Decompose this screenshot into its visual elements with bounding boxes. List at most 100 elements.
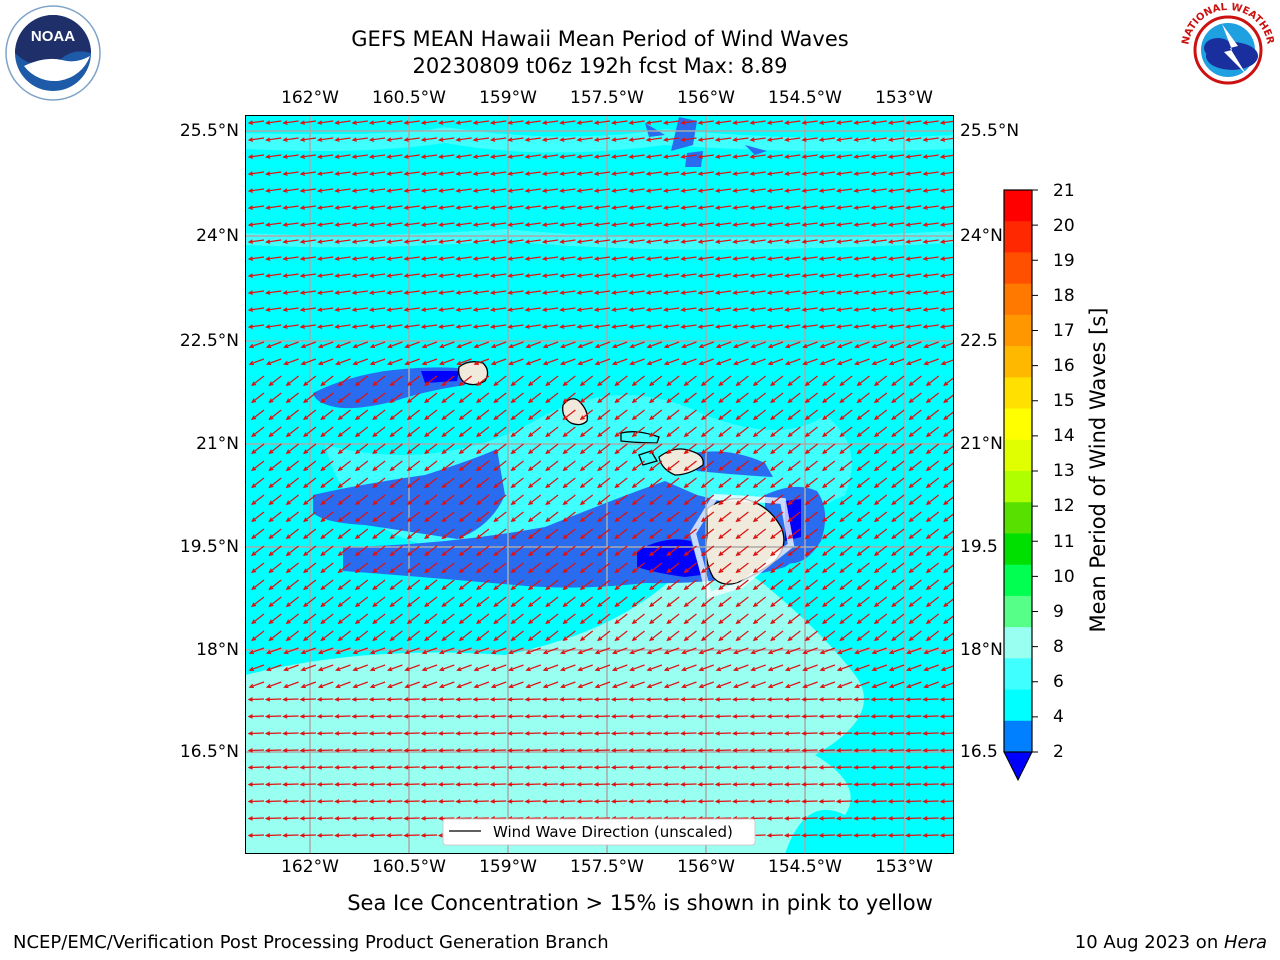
wind-arrow [318, 273, 334, 277]
wind-arrow-head [697, 120, 703, 125]
wind-arrow [681, 239, 697, 243]
wind-arrow-head [507, 697, 513, 702]
wind-arrow [560, 188, 576, 192]
wind-arrow-head [247, 205, 254, 210]
wind-arrow-head [455, 273, 461, 278]
wind-arrow-head [628, 154, 634, 159]
wind-arrow [837, 205, 853, 209]
wind-arrow [612, 290, 628, 294]
wind-arrow [684, 375, 697, 386]
wind-arrow-head [247, 290, 254, 295]
wind-arrow [249, 273, 265, 277]
wind-arrow [563, 528, 576, 539]
wind-arrow [249, 205, 265, 209]
wind-arrow [560, 800, 576, 803]
wind-arrow [321, 596, 334, 607]
wind-arrow [667, 460, 680, 471]
wind-arrow-head [735, 432, 741, 438]
wind-arrow [370, 324, 386, 328]
wind-arrow-head [939, 816, 945, 821]
wind-arrow-head [908, 483, 914, 489]
wind-arrow [667, 596, 680, 607]
wind-arrow-head [316, 697, 323, 702]
wind-arrow [819, 800, 835, 803]
lon-label-top: 153°W [875, 88, 933, 108]
wind-arrow [837, 817, 853, 820]
wind-arrow [266, 834, 282, 837]
wind-arrow-head [493, 432, 499, 438]
wind-arrow [442, 409, 455, 420]
wind-arrow [370, 732, 386, 735]
wind-arrow [597, 477, 611, 488]
wind-arrow [251, 596, 265, 607]
wind-arrow-head [715, 649, 722, 655]
wind-arrow-head [925, 568, 931, 574]
wind-arrow [733, 732, 749, 735]
wind-arrow-head [818, 256, 825, 261]
wind-arrow-head [424, 466, 430, 472]
wind-arrow-head [389, 415, 395, 421]
wind-arrow-head [718, 381, 724, 387]
wind-arrow-head [839, 483, 845, 489]
wind-arrow [716, 256, 732, 260]
wind-arrow [629, 188, 645, 192]
wind-arrow [300, 766, 316, 769]
wind-arrow-head [404, 649, 410, 655]
wind-arrow [459, 596, 472, 607]
wind-arrow [698, 205, 714, 209]
wind-arrow [563, 511, 576, 522]
wind-arrow [249, 120, 265, 124]
wind-arrow [508, 817, 524, 820]
wind-arrow [424, 477, 438, 488]
wind-arrow [563, 545, 576, 556]
wind-arrow [646, 154, 662, 158]
wind-arrow-head [905, 154, 911, 159]
wind-arrow [909, 409, 922, 420]
wind-arrow-head [749, 290, 755, 295]
wind-arrow [753, 460, 767, 471]
wind-arrow-head [251, 381, 257, 387]
wind-arrow [526, 647, 542, 654]
wind-arrow [612, 324, 628, 328]
wind-arrow-head [593, 748, 599, 753]
wind-arrow [819, 732, 835, 735]
wind-arrow [577, 188, 593, 192]
wind-arrow [508, 256, 524, 260]
wind-arrow-head [579, 619, 585, 625]
wind-arrow-head [458, 466, 464, 472]
wind-arrow-head [749, 222, 755, 227]
wind-arrow [456, 290, 472, 294]
wind-arrow-head [354, 432, 361, 438]
wind-arrow-head [839, 551, 845, 557]
wind-arrow [649, 596, 663, 607]
wind-arrow-head [887, 748, 894, 753]
wind-arrow-head [662, 765, 669, 770]
wind-arrow [840, 494, 853, 505]
wind-arrow [422, 664, 438, 671]
wind-arrow-head [438, 649, 445, 655]
wind-arrow-head [489, 188, 496, 193]
wind-arrow-head [854, 683, 860, 689]
wind-arrow [785, 324, 801, 328]
wind-arrow [785, 834, 801, 837]
wind-arrow-head [700, 585, 707, 591]
wind-arrow [649, 562, 663, 573]
wind-arrow [750, 120, 766, 124]
wind-arrow-head [680, 222, 686, 227]
wind-arrow [318, 239, 334, 243]
wind-arrow [387, 171, 403, 175]
wind-arrow [854, 222, 870, 226]
wind-arrow [352, 715, 368, 718]
wind-arrow-head [593, 765, 599, 770]
wind-arrow-head [818, 782, 824, 787]
wind-arrow [545, 494, 559, 505]
colorbar-segment [1004, 564, 1032, 597]
wind-arrow [718, 477, 732, 488]
wind-arrow-head [666, 432, 672, 438]
wind-arrow [770, 477, 784, 488]
wind-arrow-head [801, 307, 807, 312]
wind-arrow [736, 528, 749, 539]
wind-arrow [664, 800, 680, 803]
wind-arrow-head [749, 765, 755, 770]
wind-arrow-head [732, 683, 739, 689]
